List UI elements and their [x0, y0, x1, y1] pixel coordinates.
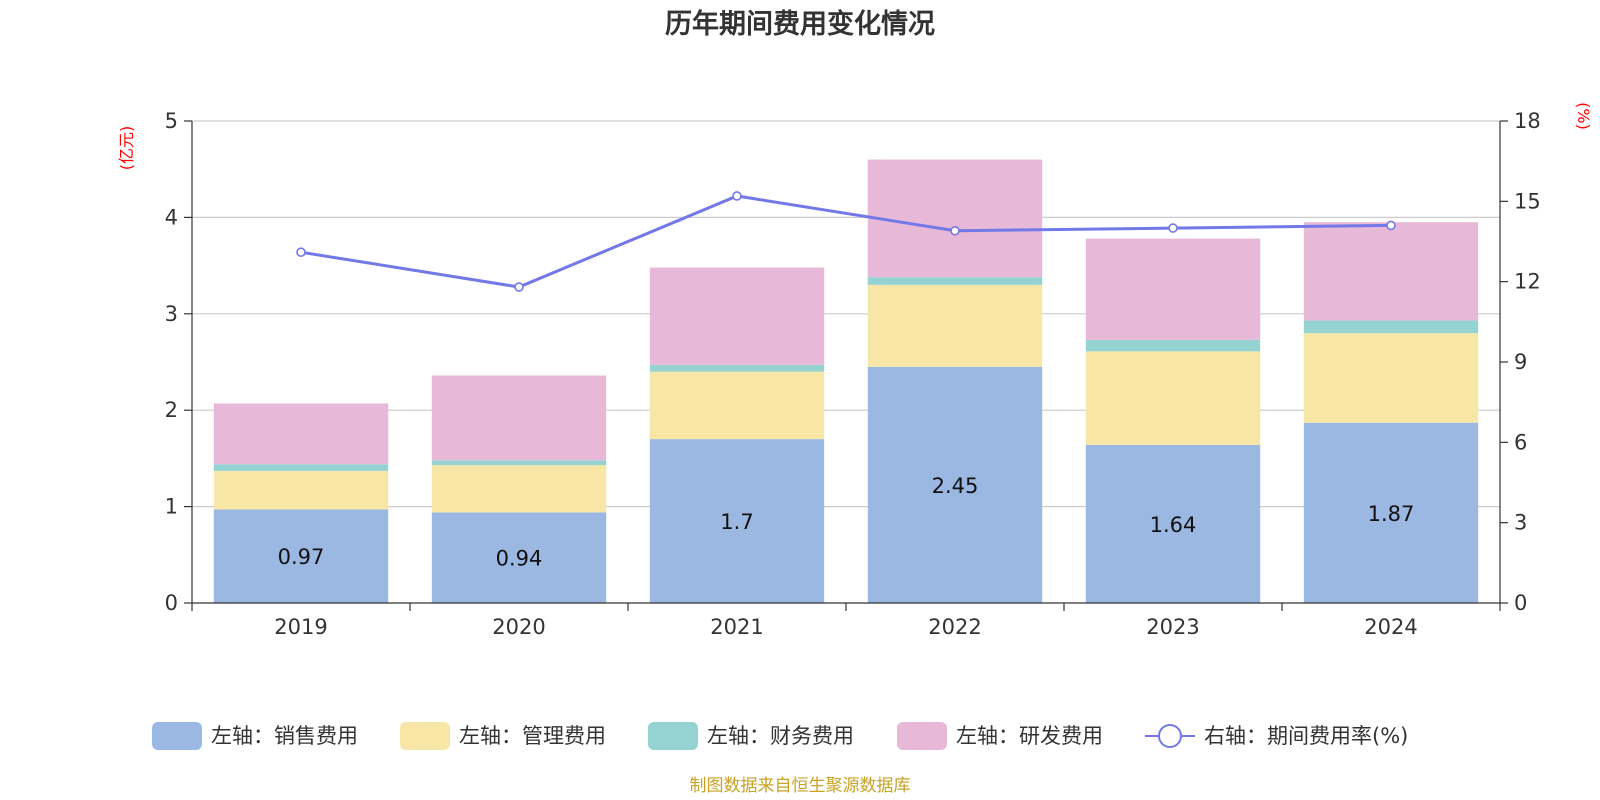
bar-data-label: 1.87: [1368, 502, 1415, 526]
legend-swatch: [152, 722, 202, 750]
left-axis-tick-label: 2: [165, 398, 178, 422]
x-axis-tick-label: 2019: [274, 615, 327, 639]
chart-title: 历年期间费用变化情况: [665, 8, 935, 40]
right-axis-tick-label: 18: [1514, 109, 1541, 133]
rate-point: [1168, 223, 1178, 233]
legend-item-2: 左轴：财务费用: [648, 722, 854, 750]
bar-segment-1: [1085, 351, 1261, 445]
bar-segment-1: [213, 470, 389, 510]
left-axis-tick-label: 3: [165, 302, 178, 326]
rate-point: [950, 225, 960, 236]
right-axis-tick-label: 9: [1514, 350, 1527, 374]
right-axis-tick-label: 0: [1514, 591, 1527, 615]
rate-point: [514, 282, 524, 292]
x-axis-tick-label: 2024: [1364, 615, 1417, 639]
legend-label: 左轴：管理费用: [459, 724, 606, 748]
legend: 左轴：销售费用 左轴：管理费用 左轴：财务费用 左轴：研发费用 右轴：期间费用率(%): [152, 722, 1408, 750]
left-axis-unit: (亿元): [117, 126, 136, 171]
x-axis-tick-label: 2021: [710, 615, 763, 639]
right-axis-unit: (%): [1574, 102, 1593, 130]
bar-segment-3: [213, 403, 389, 465]
bar-data-label: 0.94: [496, 547, 543, 571]
bar-data-label: 0.97: [278, 545, 325, 569]
bar-segment-3: [649, 267, 825, 365]
legend-swatch: [400, 722, 450, 750]
left-axis-tick-label: 0: [165, 591, 178, 615]
bar-data-label: 1.64: [1150, 513, 1197, 537]
right-axis-tick-label: 3: [1514, 511, 1527, 535]
bar-segment-0: [867, 366, 1043, 603]
bar-segment-2: [1085, 339, 1261, 352]
legend-item-0: 左轴：销售费用: [152, 722, 358, 750]
bar-segment-1: [649, 371, 825, 440]
source-note: 制图数据来自恒生聚源数据库: [690, 776, 911, 796]
bar-data-label: 2.45: [932, 474, 979, 498]
bar-data-label: 1.7: [720, 510, 753, 534]
bar-segment-2: [431, 460, 607, 466]
bar-segment-2: [867, 277, 1043, 285]
legend-label: 左轴：研发费用: [956, 724, 1103, 748]
right-axis-tick-label: 6: [1514, 430, 1527, 454]
bar-segment-0: [431, 512, 607, 603]
bar-segment-0: [1303, 422, 1479, 603]
left-axis-tick-label: 1: [165, 495, 178, 519]
rate-point: [1386, 220, 1396, 231]
legend-label: 右轴：期间费用率(%): [1204, 724, 1408, 748]
legend-label: 左轴：财务费用: [707, 724, 854, 748]
x-axis-tick-label: 2020: [492, 615, 545, 639]
legend-marker: [1158, 724, 1182, 748]
rate-point: [732, 191, 742, 201]
legend-swatch: [897, 722, 947, 750]
bar-segment-3: [1085, 238, 1261, 340]
bar-segment-0: [649, 439, 825, 603]
bar-segment-2: [213, 464, 389, 471]
bar-segment-2: [649, 364, 825, 372]
bar-segment-0: [213, 509, 389, 603]
bar-segment-1: [867, 284, 1043, 367]
x-axis-tick-label: 2022: [928, 615, 981, 639]
right-axis-tick-label: 12: [1514, 270, 1541, 294]
left-axis-tick-label: 5: [165, 109, 178, 133]
bars-layer: [213, 159, 1479, 603]
legend-swatch: [648, 722, 698, 750]
rate-point: [296, 247, 306, 258]
bar-segment-3: [431, 375, 607, 461]
bar-segment-1: [1303, 333, 1479, 423]
bar-segment-1: [431, 465, 607, 513]
bar-segment-0: [1085, 444, 1261, 603]
bar-segment-2: [1303, 320, 1479, 334]
bar-segment-3: [1303, 222, 1479, 321]
bar-labels-layer: 0.97 0.94 1.7 2.45 1.64 1.87: [278, 474, 1415, 571]
gridlines: [192, 120, 1500, 508]
legend-label: 左轴：销售费用: [211, 724, 358, 748]
legend-item-4: 右轴：期间费用率(%): [1145, 724, 1408, 748]
right-axis-tick-label: 15: [1514, 189, 1541, 213]
x-axis-tick-label: 2023: [1146, 615, 1199, 639]
rate-line: [300, 194, 1392, 289]
bar-segment-3: [867, 159, 1043, 278]
line-layer: [296, 191, 1396, 292]
legend-item-3: 左轴：研发费用: [897, 722, 1103, 750]
legend-item-1: 左轴：管理费用: [400, 722, 606, 750]
left-axis-tick-label: 4: [165, 205, 178, 229]
